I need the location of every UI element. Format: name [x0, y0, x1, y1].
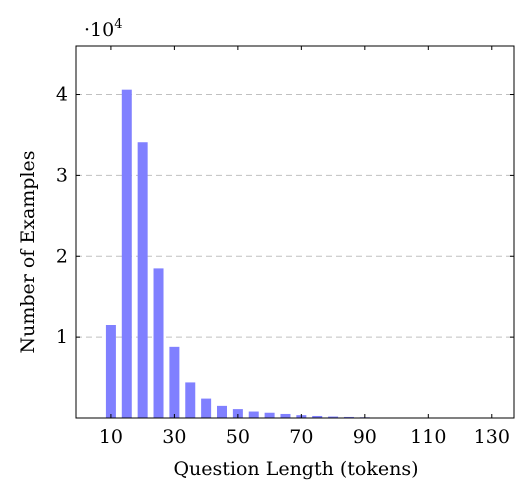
bar-60 [265, 413, 275, 418]
y-scale-exponent: 4 [114, 17, 122, 32]
y-scale-base: 10 [90, 19, 114, 41]
x-tick-label-90: 90 [353, 426, 377, 448]
bar-20 [138, 142, 148, 418]
x-tick-label-30: 30 [162, 426, 186, 448]
x-tick-label-130: 130 [474, 426, 510, 448]
x-axis-label: Question Length (tokens) [173, 458, 418, 480]
y-axis-label: Number of Examples [17, 150, 39, 353]
bar-25 [154, 268, 164, 418]
bar-15 [122, 90, 132, 418]
bar-10 [106, 325, 116, 418]
x-tick-label-50: 50 [226, 426, 250, 448]
y-tick-label-2: 2 [56, 245, 68, 267]
y-tick-label-1: 1 [56, 326, 68, 348]
svg-text:·104: ·104 [84, 17, 123, 41]
bar-40 [201, 399, 211, 418]
y-scale-label: ·104 [84, 17, 123, 41]
y-tick-label-3: 3 [56, 164, 68, 186]
x-tick-label-110: 110 [410, 426, 446, 448]
y-tick-label-4: 4 [56, 84, 68, 106]
bar-35 [185, 382, 195, 418]
bar-65 [280, 414, 290, 418]
bar-30 [169, 347, 179, 418]
x-tick-label-10: 10 [99, 426, 123, 448]
x-tick-label-70: 70 [289, 426, 313, 448]
bar-55 [249, 412, 259, 418]
bars [106, 90, 497, 418]
bar-45 [217, 406, 227, 418]
